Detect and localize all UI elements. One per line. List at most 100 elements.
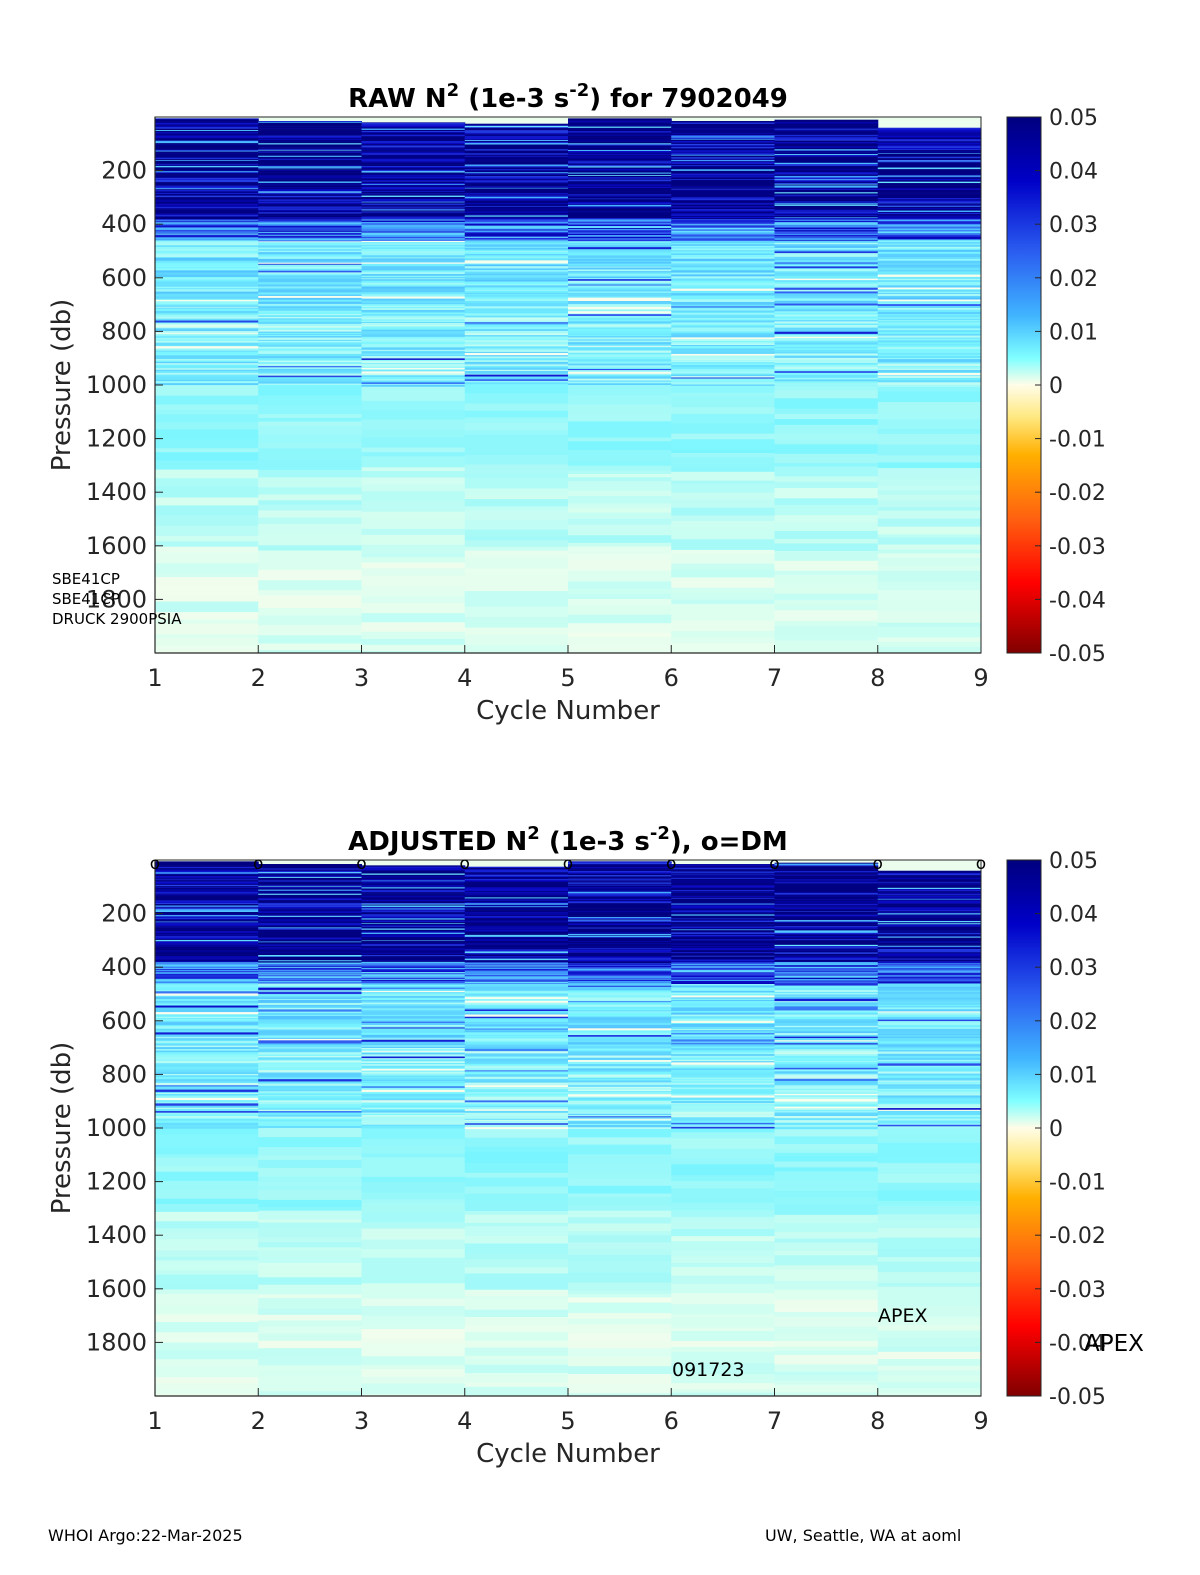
heatmap-cell xyxy=(155,898,259,901)
heatmap-cell xyxy=(671,313,775,315)
heatmap-cell xyxy=(568,1087,672,1091)
heatmap-cell xyxy=(671,1074,775,1077)
heatmap-cell xyxy=(671,225,775,227)
heatmap-cell xyxy=(774,875,879,878)
heatmap-cell xyxy=(774,140,879,143)
heatmap-cell xyxy=(361,585,466,597)
heatmap-cell xyxy=(877,131,982,134)
heatmap-cell xyxy=(361,944,466,946)
heatmap-cell xyxy=(361,315,466,318)
heatmap-cell xyxy=(877,359,982,362)
heatmap-cell xyxy=(464,293,569,296)
heatmap-cell xyxy=(877,896,982,899)
heatmap-cell xyxy=(671,1108,775,1110)
heatmap-cell xyxy=(361,300,466,302)
heatmap-cell xyxy=(258,635,362,640)
heatmap-cell xyxy=(361,500,466,513)
heatmap-cell xyxy=(774,1073,879,1075)
heatmap-cell xyxy=(877,1041,982,1044)
heatmap-cell xyxy=(568,1036,672,1040)
heatmap-cell xyxy=(671,903,775,905)
heatmap-cell xyxy=(877,1102,982,1105)
heatmap-cell xyxy=(877,877,982,880)
heatmap-cell xyxy=(568,917,672,920)
heatmap-cell xyxy=(464,123,569,125)
heatmap-cell xyxy=(258,1079,362,1082)
heatmap-cell xyxy=(774,1095,879,1098)
heatmap-cell xyxy=(877,234,982,236)
heatmap-cell xyxy=(464,181,569,183)
heatmap-cell xyxy=(568,470,672,475)
heatmap-cell xyxy=(671,262,775,264)
heatmap-cell xyxy=(774,886,879,889)
heatmap-cell xyxy=(464,226,569,229)
heatmap-cell xyxy=(568,202,672,205)
heatmap-cell xyxy=(774,1069,879,1071)
heatmap-cell xyxy=(774,219,879,222)
heatmap-cell xyxy=(258,1294,362,1299)
heatmap-cell xyxy=(464,212,569,215)
heatmap-cell xyxy=(361,1098,466,1101)
heatmap-cell xyxy=(774,170,879,173)
heatmap-cell xyxy=(464,244,569,248)
heatmap-cell xyxy=(671,371,775,374)
heatmap-cell xyxy=(361,910,466,912)
heatmap-cell xyxy=(774,883,879,885)
heatmap-cell xyxy=(258,291,362,293)
heatmap-cell xyxy=(568,236,672,239)
heatmap-cell xyxy=(568,128,672,131)
heatmap-cell xyxy=(568,910,672,913)
heatmap-cell xyxy=(568,137,672,140)
heatmap-cell xyxy=(361,943,466,945)
heatmap-cell xyxy=(877,1046,982,1049)
heatmap-cell xyxy=(361,129,466,132)
heatmap-cell xyxy=(774,906,879,908)
heatmap-cell xyxy=(258,1044,362,1047)
heatmap-cell xyxy=(774,1121,879,1124)
heatmap-cell xyxy=(877,169,982,171)
heatmap-cell xyxy=(464,914,569,917)
heatmap-cell xyxy=(877,306,982,309)
heatmap-cell xyxy=(671,1363,775,1375)
heatmap-cell xyxy=(464,933,569,936)
heatmap-cell xyxy=(464,1193,569,1204)
heatmap-cell xyxy=(877,956,982,958)
heatmap-cell xyxy=(671,1250,775,1257)
heatmap-cell xyxy=(258,876,362,879)
heatmap-cell xyxy=(568,474,672,478)
heatmap-cell xyxy=(568,118,672,121)
heatmap-cell xyxy=(671,364,775,368)
heatmap-cell xyxy=(568,952,672,955)
heatmap-cell xyxy=(568,1076,672,1079)
heatmap-cell xyxy=(155,214,259,216)
heatmap-cell xyxy=(877,152,982,154)
heatmap-cell xyxy=(774,164,879,166)
heatmap-cell xyxy=(568,175,672,177)
heatmap-cell xyxy=(155,283,259,286)
heatmap-cell xyxy=(671,343,775,346)
heatmap-cell xyxy=(258,1073,362,1076)
heatmap-cell xyxy=(774,946,879,948)
heatmap-cell xyxy=(877,977,982,979)
heatmap-cell xyxy=(155,168,259,171)
heatmap-cell xyxy=(568,278,672,280)
heatmap-cell xyxy=(671,869,775,871)
heatmap-cell xyxy=(671,1034,775,1036)
heatmap-cell xyxy=(155,1066,259,1070)
heatmap-cell xyxy=(774,646,879,654)
heatmap-cell xyxy=(155,1029,259,1031)
heatmap-cell xyxy=(155,186,259,188)
heatmap-cell xyxy=(877,534,982,538)
heatmap-cell xyxy=(568,1116,672,1118)
heatmap-cell xyxy=(155,363,259,366)
heatmap-cell xyxy=(464,936,569,939)
heatmap-cell xyxy=(155,943,259,945)
heatmap-cell xyxy=(671,1175,775,1182)
heatmap-cell xyxy=(877,372,982,376)
heatmap-cell xyxy=(464,157,569,160)
heatmap-cell xyxy=(464,910,569,913)
heatmap-cell xyxy=(464,322,569,324)
heatmap-cell xyxy=(464,1259,569,1268)
heatmap-cell xyxy=(361,1128,466,1140)
heatmap-cell xyxy=(155,144,259,146)
